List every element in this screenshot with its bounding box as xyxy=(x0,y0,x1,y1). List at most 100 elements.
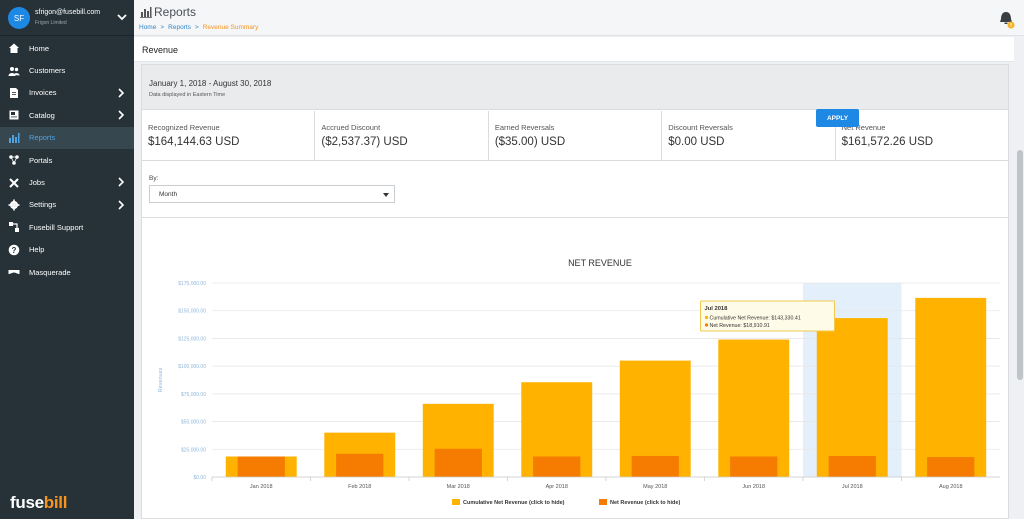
sidebar-item-home[interactable]: Home xyxy=(0,37,134,59)
chevron-right-icon xyxy=(118,88,125,98)
metric-value: $0.00 USD xyxy=(668,136,725,148)
group-by-value: Month xyxy=(159,191,178,198)
page-heading-bar: Revenue xyxy=(134,37,1014,62)
chevron-down-icon[interactable] xyxy=(116,11,128,23)
metric-value: ($2,537.37) USD xyxy=(321,136,408,148)
x-tick-label: Jul 2018 xyxy=(842,484,863,490)
avatar: SF xyxy=(8,7,30,29)
sidebar-item-masquerade[interactable]: Masquerade xyxy=(0,261,134,283)
gear-icon xyxy=(8,199,20,211)
catalog-icon xyxy=(8,109,20,121)
sidebar-item-label: Help xyxy=(29,245,45,255)
breadcrumb-home[interactable]: Home xyxy=(139,24,157,31)
cumulative-bar xyxy=(816,318,888,477)
sidebar-item-jobs[interactable]: Jobs xyxy=(0,171,134,193)
breadcrumb: Home > Reports > Revenue Summary xyxy=(139,24,259,31)
sidebar-item-reports[interactable]: Reports xyxy=(0,126,134,149)
net-revenue-bar xyxy=(533,456,581,477)
y-tick-label: $125,000.00 xyxy=(178,336,206,342)
page-title: Reports xyxy=(154,5,197,19)
bell-icon[interactable] xyxy=(998,10,1016,30)
metric-value: ($35.00) USD xyxy=(494,136,566,148)
bar-chart-icon xyxy=(140,7,152,18)
metric-accrued-discount: Accrued Discount ($2,537.37) USD xyxy=(315,111,489,160)
tooltip-marker xyxy=(704,323,709,327)
legend-swatch-net xyxy=(599,499,607,505)
sidebar-item-catalog[interactable]: Catalog xyxy=(0,104,134,126)
cumulative-bar xyxy=(718,339,790,477)
group-by-select[interactable]: Month xyxy=(149,185,395,203)
user-menu[interactable]: SF sfrigon@fusebill.com Frigon Limited xyxy=(0,0,134,36)
tooltip-line: Cumulative Net Revenue: $143,330.41 xyxy=(710,316,801,322)
revenue-card: January 1, 2018 - August 30, 2018 Data d… xyxy=(141,64,1009,519)
cumulative-bar xyxy=(915,297,987,477)
date-band: January 1, 2018 - August 30, 2018 Data d… xyxy=(142,65,1008,110)
y-tick-label: $150,000.00 xyxy=(178,309,206,315)
x-tick-label: Apr 2018 xyxy=(546,484,568,490)
x-tick-label: Aug 2018 xyxy=(939,484,963,490)
sidebar-item-fusebill-support[interactable]: Fusebill Support xyxy=(0,216,134,238)
net-revenue-bar xyxy=(237,456,285,477)
net-revenue-bar xyxy=(730,456,778,477)
y-tick-label: $175,000.00 xyxy=(178,281,206,287)
x-tick-label: Jun 2018 xyxy=(742,484,765,490)
support-icon xyxy=(8,221,20,233)
breadcrumb-current: Revenue Summary xyxy=(202,24,259,31)
metric-discount-reversals: Discount Reversals $0.00 USD xyxy=(662,111,836,160)
tooltip-line: Net Revenue: $18,910.91 xyxy=(710,323,770,329)
sidebar-item-label: Home xyxy=(29,43,50,53)
metric-label: Recognized Revenue xyxy=(148,123,220,132)
metric-label: Net Revenue xyxy=(841,123,886,132)
metric-label: Discount Reversals xyxy=(668,123,733,132)
legend-item-cumulative[interactable]: Cumulative Net Revenue (click to hide) xyxy=(463,500,565,506)
mask-icon xyxy=(8,266,20,278)
help-icon: ? xyxy=(8,244,20,256)
sidebar: SF sfrigon@fusebill.com Frigon Limited H… xyxy=(0,0,134,519)
chart-svg: NET REVENUE $0.00 $25,000.00 $50,000.00 $75,… xyxy=(158,258,1000,506)
tooltip-marker xyxy=(704,315,709,320)
y-tick-label: $100,000.00 xyxy=(178,364,206,370)
chart-title: NET REVENUE xyxy=(568,258,632,268)
svg-text:?: ? xyxy=(12,246,17,255)
sidebar-item-label: Invoices xyxy=(29,88,57,98)
scroll-thumb[interactable] xyxy=(1017,150,1023,380)
timezone-note: Data displayed in Eastern Time xyxy=(149,92,226,98)
chevron-right-icon xyxy=(118,177,125,187)
net-revenue-bar xyxy=(927,457,975,477)
metric-recognized-revenue: Recognized Revenue $164,144.63 USD xyxy=(142,111,316,160)
apply-button[interactable]: APPLY xyxy=(816,109,859,127)
sidebar-item-invoices[interactable]: Invoices xyxy=(0,82,134,104)
net-revenue-bar xyxy=(828,456,876,477)
scrollbar[interactable] xyxy=(1016,37,1024,519)
tooltip-title: Jul 2018 xyxy=(705,306,729,312)
y-tick-label: $50,000.00 xyxy=(181,420,206,426)
caret-down-icon xyxy=(383,193,389,197)
top-header: Reports Home > Reports > Revenue Summary xyxy=(134,0,1024,36)
y-tick-label: $75,000.00 xyxy=(181,392,206,398)
y-tick-label: $25,000.00 xyxy=(181,447,206,453)
sidebar-item-label: Catalog xyxy=(29,110,55,120)
sidebar-item-settings[interactable]: Settings xyxy=(0,194,134,216)
metrics-row: Recognized Revenue $164,144.63 USD Accru… xyxy=(142,111,1008,161)
user-email: sfrigon@fusebill.com xyxy=(35,9,101,16)
sidebar-item-label: Reports xyxy=(29,133,56,143)
sidebar-item-help[interactable]: ? Help xyxy=(0,239,134,261)
metric-net-revenue: Net Revenue $161,572.26 USD xyxy=(836,111,1008,160)
filter-row: By: Month xyxy=(142,162,1008,218)
x-tick-label: May 2018 xyxy=(643,484,667,490)
metric-value: $164,144.63 USD xyxy=(148,136,240,148)
breadcrumb-reports[interactable]: Reports xyxy=(168,24,191,31)
sidebar-item-label: Jobs xyxy=(29,178,45,188)
net-revenue-chart: NET REVENUE $0.00 $25,000.00 $50,000.00 $75,… xyxy=(142,219,1008,518)
chevron-right-icon xyxy=(118,110,125,120)
sidebar-item-portals[interactable]: Portals xyxy=(0,149,134,171)
sidebar-item-customers[interactable]: Customers xyxy=(0,59,134,81)
net-revenue-bar xyxy=(336,453,384,477)
x-tick-label: Feb 2018 xyxy=(348,484,371,490)
net-revenue-bar xyxy=(434,448,482,477)
x-tick-label: Jan 2018 xyxy=(250,484,273,490)
net-revenue-bar xyxy=(631,455,679,477)
legend-item-net[interactable]: Net Revenue (click to hide) xyxy=(610,500,680,506)
sidebar-item-label: Settings xyxy=(29,200,57,210)
chart-tooltip xyxy=(700,300,835,332)
